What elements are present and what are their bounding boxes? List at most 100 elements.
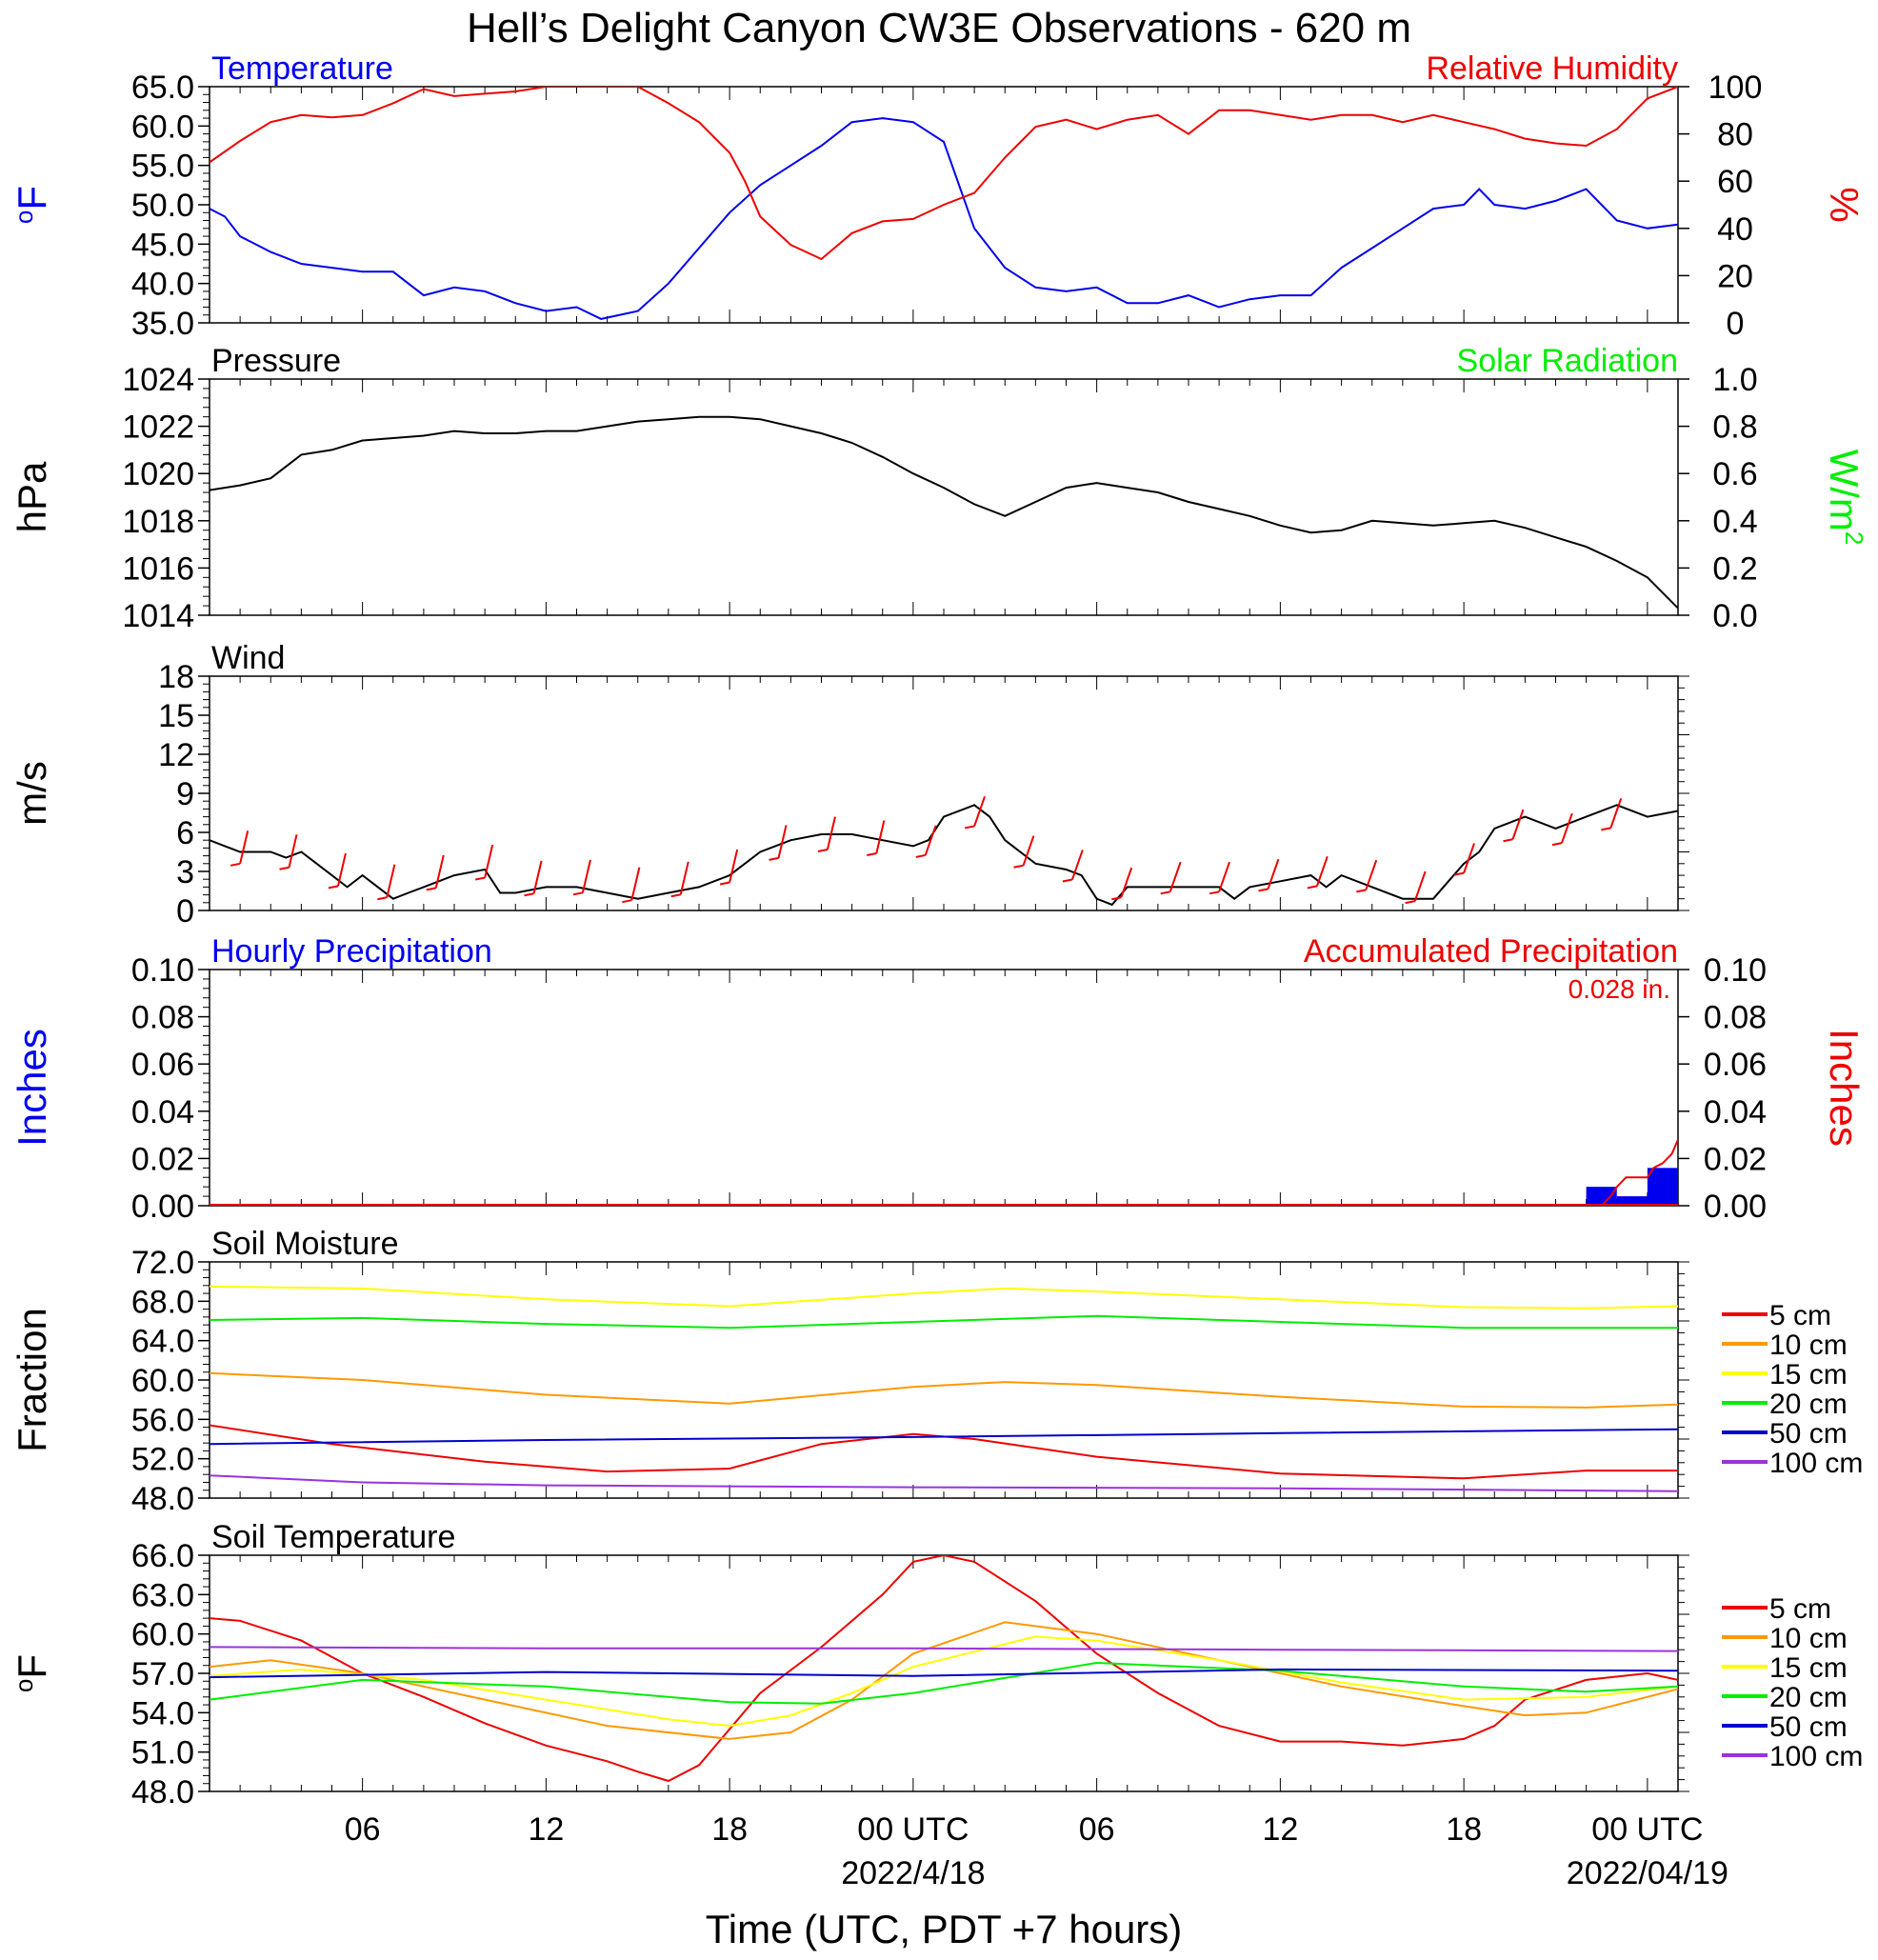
legend-label: 10 cm (1769, 1330, 1848, 1361)
wind-barb-flag (1307, 885, 1318, 890)
y-right-axis-label: % (1822, 187, 1867, 222)
wind-barb (1463, 843, 1475, 873)
y-right-tick-label: 40 (1717, 211, 1753, 248)
y-tick-label: 0.10 (131, 952, 194, 989)
wind-barb (239, 830, 250, 865)
wind-barb (1413, 870, 1427, 902)
wind-barb (679, 861, 689, 895)
series-line (210, 1474, 1678, 1492)
series-line (210, 1428, 1678, 1446)
y-right-tick-label: 0.4 (1712, 504, 1757, 540)
panel-title-left: Soil Moisture (211, 1226, 399, 1262)
panel-frame (209, 1261, 1679, 1499)
x-tick-label: 12 (1262, 1811, 1298, 1848)
wind-barb-flag (1356, 889, 1367, 893)
series-line (210, 1621, 1678, 1740)
wind-barb-flag (1453, 871, 1465, 876)
wind-barb-flag (1503, 838, 1513, 843)
wind-barb (924, 825, 937, 856)
x-axis-label: Time (UTC, PDT +7 hours) (706, 1907, 1183, 1951)
wind-barb-flag (230, 862, 241, 867)
y-tick-label: 60.0 (131, 109, 194, 145)
legend-label: 50 cm (1769, 1711, 1848, 1743)
accumulated-total-label: 0.028 in. (1568, 974, 1670, 1004)
wind-barb (434, 854, 445, 889)
y-tick-label: 64.0 (131, 1324, 194, 1360)
legend-label: 50 cm (1769, 1418, 1848, 1450)
y-right-tick-label: 0.8 (1712, 410, 1757, 446)
x-tick-date: 2022/04/19 (1567, 1855, 1728, 1891)
y-axis-label: oF (10, 186, 54, 224)
panel-title-left: Pressure (211, 343, 341, 379)
series-line (210, 1314, 1678, 1330)
y-tick-label: 66.0 (131, 1538, 194, 1574)
wind-barb-flag (279, 866, 290, 870)
panels: 35.040.045.050.055.060.065.0020406080100… (10, 50, 1868, 1810)
y-right-tick-label: 100 (1708, 70, 1763, 106)
x-tick-label: 18 (711, 1811, 748, 1848)
wind-barb (1218, 861, 1230, 892)
y-tick-label: 51.0 (131, 1735, 194, 1771)
wind-barb-flag (1551, 842, 1563, 847)
legend-label: 100 cm (1769, 1741, 1863, 1772)
unit-letter: F (10, 1654, 54, 1679)
legend-label: 20 cm (1769, 1682, 1848, 1713)
y-tick-label: 50.0 (131, 188, 194, 224)
wind-barb (826, 816, 836, 850)
y-tick-label: 63.0 (131, 1577, 194, 1613)
panel-soil-moisture: 48.052.0 56.060.064.0 68.072.0 Soil Moistur… (10, 1226, 1689, 1517)
wind-barb (1315, 855, 1329, 887)
wind-barb-flag (817, 849, 829, 853)
wind-barb (1022, 835, 1035, 867)
y-tick-label: 3 (176, 854, 194, 890)
y-tick-label: 9 (176, 776, 194, 812)
y-tick-label: 18 (158, 659, 194, 695)
y-tick-label: 1016 (122, 550, 194, 587)
wind-barb-flag (328, 885, 339, 890)
series-line (210, 87, 1678, 261)
y-right-tick-label: 1.0 (1712, 362, 1757, 398)
x-axis: 06 12 18 00 UTC 2022/4/18 06 12 18 00 UTC 2022/04… (345, 1811, 1728, 1891)
x-tick-label: 00 UTC (857, 1811, 969, 1848)
wind-barb (973, 795, 986, 827)
wind-barb-flag (1062, 878, 1073, 883)
plot-area (210, 415, 1678, 610)
x-tick-label: 06 (345, 1811, 381, 1848)
y-tick-label: 15 (158, 698, 194, 734)
panel-precipitation: 0.00 0.02 0.04 0.06 0.08 0.10 0.00 0.02 0.04 0.06… (10, 933, 1867, 1225)
accumulated-precip-line (210, 1139, 1678, 1206)
wind-barb-flag (915, 853, 926, 858)
series-line (210, 804, 1678, 907)
series-line (210, 1668, 1678, 1679)
y-tick-label: 68.0 (131, 1284, 194, 1320)
unit-base: W/m (1822, 450, 1867, 531)
wind-barb (581, 859, 591, 893)
plot-area (210, 87, 1678, 320)
series-line (210, 117, 1678, 320)
y-right-tick-label: 0.02 (1704, 1141, 1767, 1177)
wind-barb-flag (426, 887, 436, 891)
y-tick-label: 0 (176, 893, 194, 930)
y-right-tick-label: 0.00 (1704, 1189, 1767, 1225)
panel-title-right: Accumulated Precipitation (1304, 933, 1678, 970)
wind-barb (1560, 812, 1573, 844)
plot-area (210, 795, 1678, 907)
legend-label: 100 cm (1769, 1448, 1863, 1479)
y-right-tick-label: 0.10 (1704, 952, 1767, 989)
y-tick-label: 60.0 (131, 1617, 194, 1653)
y-tick-label: 1022 (122, 410, 194, 446)
wind-barb (1511, 809, 1525, 840)
x-tick-label: 06 (1079, 1811, 1115, 1848)
panel-title-left: Wind (211, 640, 285, 676)
precip-bar (1586, 1187, 1617, 1206)
wind-barb (1267, 858, 1280, 890)
legend-label: 5 cm (1769, 1300, 1831, 1331)
wind-barb-flag (1013, 864, 1024, 869)
wind-barb-flag (1160, 890, 1170, 895)
y-tick-label: 0.02 (131, 1141, 194, 1177)
wind-barb (1120, 867, 1133, 898)
